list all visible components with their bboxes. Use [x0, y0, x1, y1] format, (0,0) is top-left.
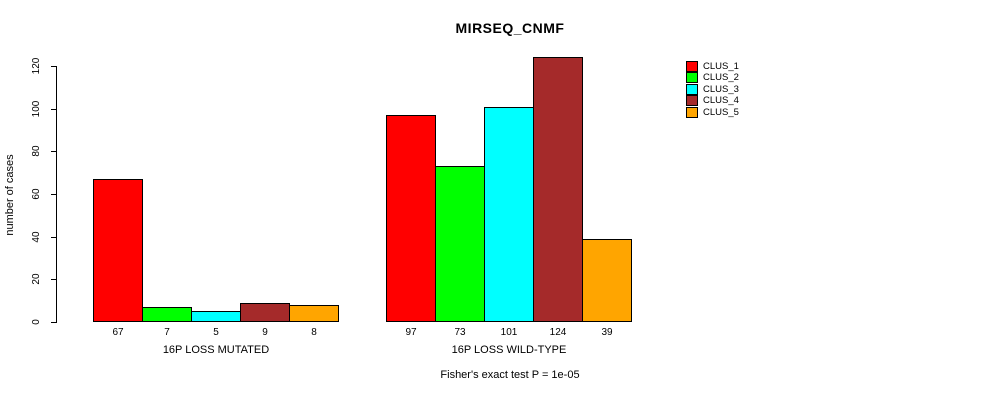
- bar-clus_4: [533, 57, 583, 322]
- bar-clus_5: [582, 239, 632, 322]
- bar-clus_1: [386, 115, 436, 322]
- fisher-test-annotation: Fisher's exact test P = 1e-05: [440, 369, 580, 381]
- bar-clus_1: [93, 179, 143, 322]
- bar-value-label: 124: [549, 327, 567, 338]
- legend-label: CLUS_5: [703, 107, 739, 118]
- legend-label: CLUS_4: [703, 95, 739, 106]
- legend-swatch: [686, 72, 698, 83]
- bar-value-label: 8: [311, 327, 317, 338]
- bar-clus_2: [142, 307, 192, 322]
- y-axis-label: number of cases: [4, 154, 16, 236]
- bar-value-label: 97: [405, 327, 417, 338]
- bar-clus_4: [240, 303, 290, 322]
- y-axis-tick-label: 40: [31, 231, 42, 243]
- y-axis-tick: [51, 237, 56, 238]
- bar-value-label: 73: [454, 327, 466, 338]
- legend-label: CLUS_3: [703, 84, 739, 95]
- y-axis-tick: [51, 151, 56, 152]
- bar-value-label: 7: [164, 327, 170, 338]
- legend-label: CLUS_2: [703, 72, 739, 83]
- legend-swatch: [686, 95, 698, 106]
- bar-clus_2: [435, 166, 485, 322]
- y-axis-tick: [51, 194, 56, 195]
- y-axis-tick-label: 0: [31, 319, 42, 325]
- y-axis-tick-label: 20: [31, 273, 42, 285]
- bar-value-label: 39: [601, 327, 613, 338]
- bar-value-label: 101: [500, 327, 518, 338]
- y-axis-tick: [51, 322, 56, 323]
- x-group-label: 16P LOSS MUTATED: [162, 344, 270, 356]
- y-axis-tick-label: 100: [31, 100, 42, 118]
- bar-value-label: 67: [112, 327, 124, 338]
- bar-clus_3: [484, 107, 534, 322]
- y-axis-tick-label: 80: [31, 145, 42, 157]
- y-axis-tick: [51, 279, 56, 280]
- legend-swatch: [686, 107, 698, 118]
- y-axis-tick-label: 120: [31, 57, 42, 75]
- bar-clus_5: [289, 305, 339, 322]
- y-axis-line: [56, 66, 57, 323]
- y-axis-tick: [51, 109, 56, 110]
- chart-title: MIRSEQ_CNMF: [455, 20, 565, 36]
- x-group-label: 16P LOSS WILD-TYPE: [451, 344, 567, 356]
- bar-value-label: 9: [262, 327, 268, 338]
- legend-swatch: [686, 84, 698, 95]
- bar-clus_3: [191, 311, 241, 322]
- y-axis-tick-label: 60: [31, 188, 42, 200]
- y-axis-tick: [51, 66, 56, 67]
- legend-swatch: [686, 61, 698, 72]
- legend-label: CLUS_1: [703, 61, 739, 72]
- bar-value-label: 5: [213, 327, 219, 338]
